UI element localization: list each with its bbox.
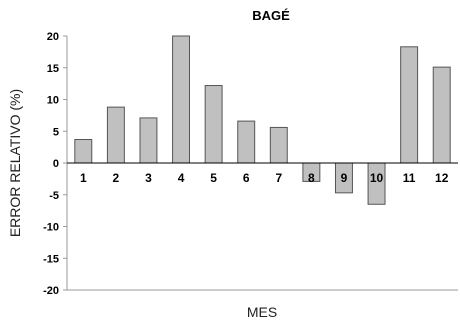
x-tick-label: 11	[403, 171, 416, 185]
x-tick-label: 5	[210, 171, 217, 185]
x-tick-label: 12	[435, 171, 449, 185]
bar-7	[269, 126, 288, 164]
y-tick-label: 20	[47, 31, 59, 43]
bar-2	[106, 106, 125, 164]
x-tick-label: 6	[243, 171, 250, 185]
x-tick-label: 10	[370, 171, 384, 185]
bar-11	[400, 46, 419, 164]
x-tick-label: 9	[341, 171, 348, 185]
x-axis-ticks: 1 2 3 4 5 6 7 8 9 10 11 12	[80, 171, 449, 185]
bar-12	[432, 66, 451, 164]
y-tick-label: -5	[49, 190, 59, 202]
bar-4	[172, 35, 191, 164]
x-tick-label: 2	[113, 171, 120, 185]
y-axis-ticks: 20 15 10 5 0 -5 -10 -15 -20	[43, 31, 67, 297]
y-axis-label: ERROR RELATIVO (%)	[7, 89, 23, 237]
bar-6	[237, 120, 256, 164]
y-tick-label: -20	[43, 285, 59, 297]
bars	[74, 35, 451, 205]
bar-1	[74, 139, 93, 164]
y-tick-label: -15	[43, 253, 59, 265]
x-tick-label: 7	[275, 171, 282, 185]
chart-title: BAGÉ	[252, 8, 290, 23]
y-tick-label: 15	[47, 63, 59, 75]
y-tick-label: 5	[53, 126, 59, 138]
x-tick-label: 8	[308, 171, 315, 185]
y-tick-label: -10	[43, 222, 59, 234]
y-tick-label: 0	[53, 158, 59, 170]
x-tick-label: 1	[80, 171, 87, 185]
bar-3	[139, 117, 158, 164]
x-axis-label: MES	[247, 304, 277, 320]
y-tick-label: 10	[47, 95, 59, 107]
x-tick-label: 3	[145, 171, 152, 185]
bar-5	[204, 85, 223, 164]
x-tick-label: 4	[178, 171, 185, 185]
